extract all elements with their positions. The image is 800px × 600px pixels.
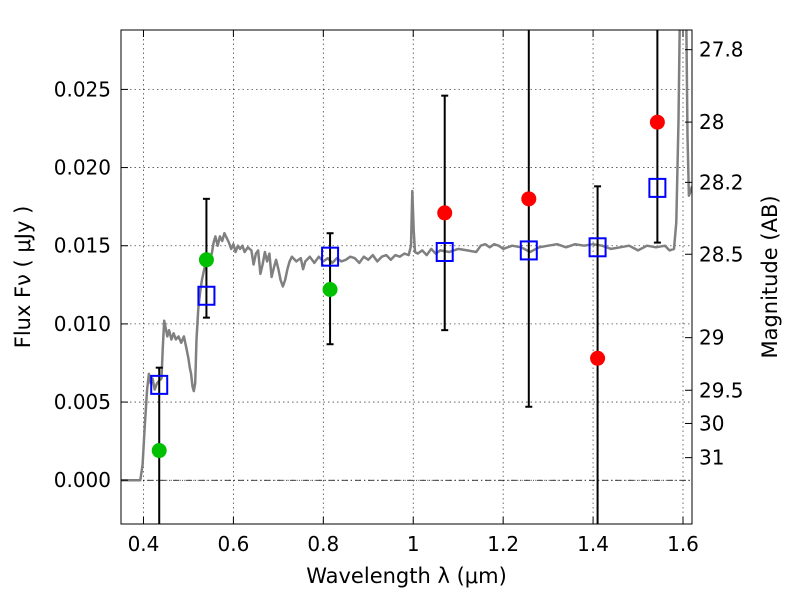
x-tick-label: 0.8 bbox=[307, 532, 339, 556]
observed-flux-marker bbox=[198, 252, 214, 268]
y2-tick-label: 29 bbox=[699, 326, 724, 350]
model-flux-marker bbox=[588, 237, 607, 258]
x-tick-label: 0.4 bbox=[128, 532, 160, 556]
model-flux-marker bbox=[150, 374, 169, 395]
y-tick-label: 0.010 bbox=[54, 312, 111, 336]
model-flux-marker bbox=[648, 177, 667, 198]
x-tick-label: 0.6 bbox=[217, 532, 249, 556]
x-tick-label: 1 bbox=[407, 532, 420, 556]
y-tick-labels: 0.000 0.005 0.010 0.015 0.020 0.025 bbox=[54, 77, 111, 492]
model-flux-marker bbox=[435, 241, 454, 262]
x-tick-labels: 0.4 0.6 0.8 1 1.2 1.4 1.6 bbox=[128, 532, 699, 556]
y-axis-label: Flux Fν ( μJy ) bbox=[11, 206, 35, 349]
photometry-markers bbox=[150, 114, 667, 459]
observed-flux-marker bbox=[649, 114, 665, 130]
y-tick-label: 0.000 bbox=[54, 468, 111, 492]
y-tick-label: 0.020 bbox=[54, 156, 111, 180]
y2-tick-labels: 27.8 28 28.2 28.5 29 29.5 30 31 bbox=[699, 38, 744, 470]
axis-ticks bbox=[121, 30, 692, 524]
y2-tick-label: 31 bbox=[699, 446, 724, 470]
model-flux-marker bbox=[321, 246, 340, 267]
observed-flux-marker bbox=[521, 191, 537, 207]
x-tick-label: 1.6 bbox=[667, 532, 699, 556]
observed-flux-marker bbox=[590, 350, 606, 366]
y2-tick-label: 28 bbox=[699, 110, 724, 134]
y-tick-label: 0.005 bbox=[54, 390, 111, 414]
y2-tick-label: 29.5 bbox=[699, 378, 744, 402]
plot-frame bbox=[120, 29, 693, 525]
y-tick-label: 0.025 bbox=[54, 77, 111, 101]
y2-axis-label: Magnitude (AB) bbox=[758, 195, 782, 358]
error-bars bbox=[155, 30, 661, 524]
observed-flux-marker bbox=[322, 282, 338, 298]
x-axis-label: Wavelength λ (μm) bbox=[306, 564, 507, 588]
x-tick-label: 1.2 bbox=[487, 532, 519, 556]
observed-flux-marker bbox=[151, 443, 167, 459]
model-flux-marker bbox=[197, 285, 216, 306]
y2-tick-label: 27.8 bbox=[699, 38, 744, 62]
observed-flux-marker bbox=[437, 205, 453, 221]
model-flux-marker bbox=[519, 240, 538, 261]
model-spectrum-line bbox=[121, 30, 692, 482]
y2-tick-label: 30 bbox=[699, 411, 724, 435]
y2-tick-label: 28.2 bbox=[699, 170, 744, 194]
x-tick-label: 1.4 bbox=[577, 532, 609, 556]
y-tick-label: 0.015 bbox=[54, 234, 111, 258]
y2-tick-label: 28.5 bbox=[699, 242, 744, 266]
